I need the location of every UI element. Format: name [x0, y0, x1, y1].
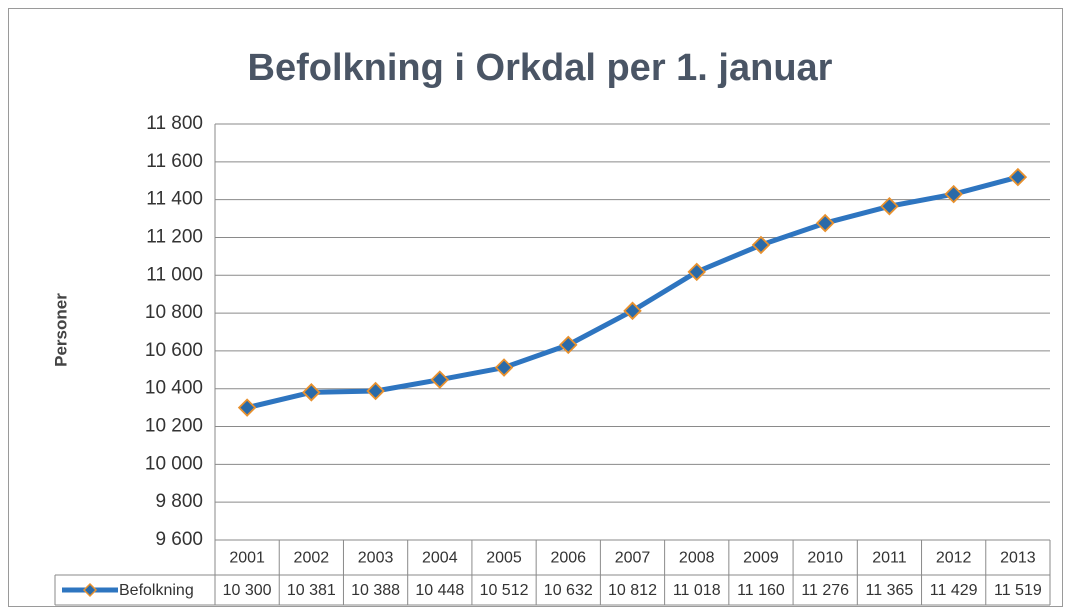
marker [558, 335, 578, 355]
marker [1008, 167, 1028, 187]
x-tick-label: 2005 [486, 550, 522, 567]
marker [944, 184, 963, 204]
x-tick-label: 2003 [358, 550, 394, 567]
x-tick-label: 2007 [615, 550, 651, 567]
marker [430, 370, 450, 389]
table-value: 11 160 [737, 582, 785, 599]
y-tick-label: 11 600 [146, 151, 203, 172]
y-tick-label: 11 800 [146, 113, 203, 134]
x-tick-label: 2009 [743, 550, 779, 567]
marker [366, 381, 385, 401]
x-tick-label: 2010 [807, 550, 843, 567]
x-tick-label: 2004 [422, 550, 458, 567]
table-value: 11 365 [866, 582, 914, 599]
table-value: 10 512 [480, 582, 529, 599]
x-tick-label: 2006 [550, 550, 586, 567]
table-value: 11 519 [994, 582, 1042, 599]
y-axis-label: Personer [51, 293, 70, 367]
table-value: 10 632 [544, 582, 593, 599]
table-value: 10 812 [608, 582, 657, 599]
marker [751, 235, 771, 255]
marker [623, 301, 642, 321]
table-value: 10 381 [287, 582, 336, 599]
y-tick-label: 10 600 [145, 340, 203, 361]
table-value: 10 388 [351, 582, 400, 599]
x-tick-label: 2002 [294, 550, 330, 567]
marker [302, 383, 321, 402]
x-tick-label: 2011 [872, 550, 907, 567]
marker [880, 196, 899, 216]
x-tick-label: 2012 [936, 550, 972, 567]
table-value: 10 300 [223, 582, 272, 599]
y-tick-label: 11 000 [146, 264, 203, 285]
marker [815, 213, 835, 233]
x-tick-label: 2001 [229, 550, 265, 567]
table-value: 11 429 [930, 582, 978, 599]
y-tick-label: 10 000 [145, 453, 203, 474]
y-tick-label: 11 200 [146, 226, 203, 247]
chart-title: Befolkning i Orkdal per 1. januar [248, 47, 833, 89]
y-tick-label: 9 800 [155, 491, 203, 512]
table-value: 10 448 [415, 582, 464, 599]
legend-label: Befolkning [119, 582, 194, 599]
marker [494, 358, 514, 377]
y-tick-label: 10 400 [145, 378, 203, 399]
table-value: 11 018 [673, 582, 721, 599]
y-tick-label: 10 200 [145, 416, 203, 437]
marker [237, 398, 257, 417]
legend-marker [82, 582, 98, 598]
y-tick-label: 11 400 [146, 189, 203, 210]
y-tick-label: 10 800 [145, 302, 203, 323]
marker [687, 262, 707, 282]
chart-border [8, 8, 1063, 607]
table-value: 11 276 [801, 582, 849, 599]
x-tick-label: 2008 [679, 550, 715, 567]
y-tick-label: 9 600 [155, 529, 203, 550]
x-tick-label: 2013 [1000, 550, 1036, 567]
